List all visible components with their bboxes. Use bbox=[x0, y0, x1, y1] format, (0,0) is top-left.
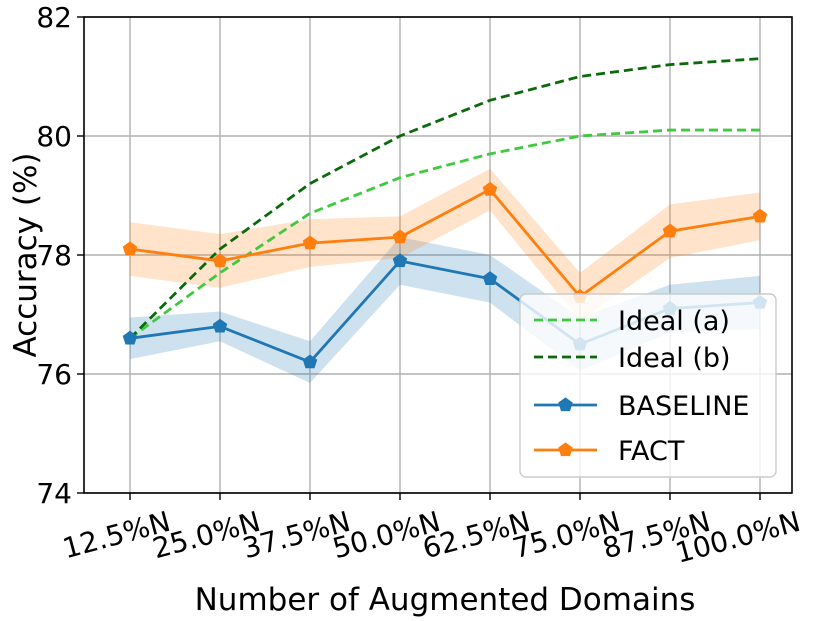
data-point-fact bbox=[302, 235, 318, 250]
legend-label-ideal-b: Ideal (b) bbox=[618, 343, 731, 374]
data-point-fact bbox=[482, 181, 498, 196]
data-point-fact bbox=[212, 253, 228, 268]
series-line-ideal-b bbox=[129, 57, 761, 340]
series-line-ideal-a bbox=[129, 128, 760, 340]
legend-marker-baseline bbox=[558, 397, 573, 412]
x-axis-ticks: 12.5%N25.0%N37.5%N50.0%N62.5%N75.0%N87.5… bbox=[59, 493, 804, 570]
data-point-baseline bbox=[392, 253, 408, 268]
data-point-baseline bbox=[482, 271, 498, 285]
data-point-baseline bbox=[122, 330, 138, 345]
data-point-fact bbox=[662, 223, 678, 238]
series-line-fact bbox=[129, 188, 761, 299]
legend-label-baseline: BASELINE bbox=[618, 391, 749, 422]
data-point-fact bbox=[392, 229, 408, 244]
data-point-fact bbox=[122, 241, 138, 256]
y-tick-label: 76 bbox=[36, 358, 72, 391]
data-point-baseline bbox=[302, 354, 318, 369]
y-tick-label: 74 bbox=[36, 477, 72, 510]
band-fact bbox=[130, 168, 760, 321]
legend-label-ideal-a: Ideal (a) bbox=[618, 306, 730, 337]
legend-box bbox=[519, 293, 777, 478]
legend: Ideal (a) Ideal (b) BASELINE FACT bbox=[519, 293, 777, 478]
y-tick-label: 78 bbox=[36, 239, 72, 272]
y-tick-label: 82 bbox=[36, 1, 72, 34]
legend-label-fact: FACT bbox=[618, 436, 685, 467]
y-axis-label: Accuracy (%) bbox=[8, 152, 44, 357]
data-point-fact bbox=[752, 208, 768, 223]
y-axis-ticks: 74 76 78 80 82 bbox=[36, 1, 84, 510]
data-point-baseline bbox=[212, 318, 228, 333]
x-axis-label: Number of Augmented Domains bbox=[195, 582, 696, 618]
y-tick-label: 80 bbox=[36, 120, 72, 153]
legend-marker-fact bbox=[558, 442, 573, 457]
